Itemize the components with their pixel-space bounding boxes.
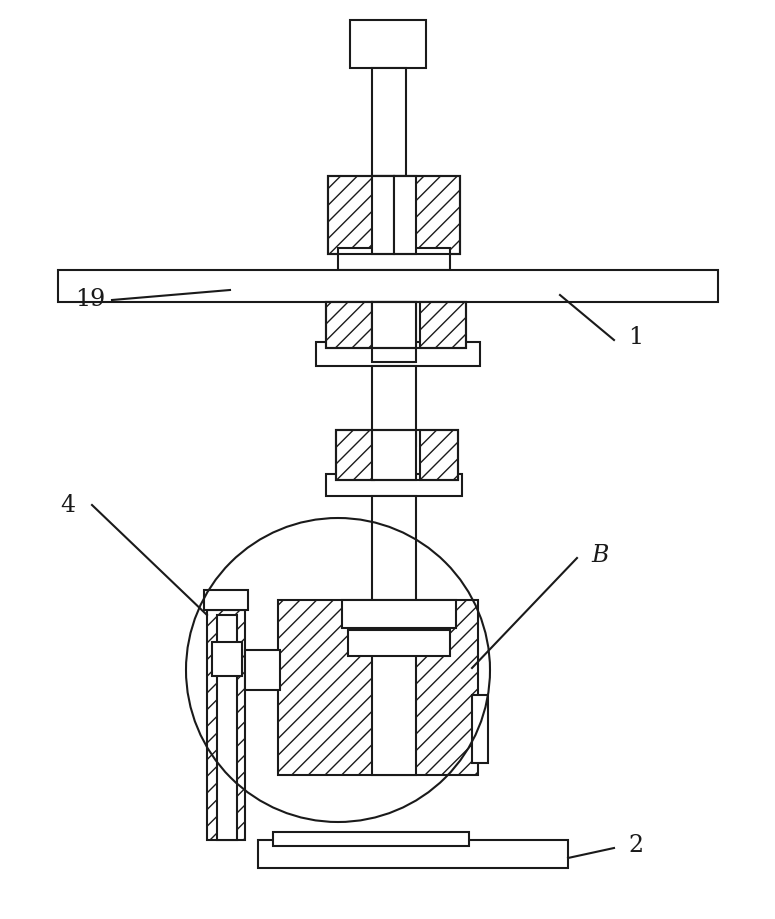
Bar: [472, 695, 488, 763]
Bar: [350, 20, 426, 68]
Bar: [336, 430, 374, 480]
Bar: [58, 270, 718, 302]
Bar: [258, 840, 568, 868]
Bar: [372, 366, 416, 446]
Bar: [420, 430, 458, 480]
Bar: [342, 600, 456, 628]
Bar: [212, 642, 242, 676]
Bar: [372, 68, 406, 176]
Bar: [394, 176, 460, 254]
Bar: [328, 176, 460, 254]
Bar: [326, 302, 372, 348]
Bar: [372, 302, 416, 362]
Bar: [420, 302, 466, 348]
Bar: [217, 615, 237, 840]
Text: B: B: [591, 543, 608, 566]
Bar: [372, 176, 394, 254]
Bar: [326, 474, 462, 496]
Bar: [394, 176, 416, 254]
Text: 4: 4: [60, 494, 76, 516]
Bar: [245, 650, 280, 690]
Bar: [328, 176, 394, 254]
Bar: [273, 832, 469, 846]
Text: 1: 1: [629, 326, 643, 349]
Bar: [372, 302, 416, 348]
Bar: [278, 600, 478, 775]
Text: 2: 2: [629, 834, 643, 857]
Bar: [316, 342, 480, 366]
Bar: [338, 248, 450, 270]
Bar: [207, 610, 245, 840]
Bar: [348, 630, 450, 656]
Bar: [204, 590, 248, 610]
Text: 19: 19: [75, 289, 105, 312]
Bar: [372, 600, 416, 775]
Bar: [372, 430, 416, 480]
Bar: [326, 302, 466, 348]
Bar: [336, 430, 458, 480]
Bar: [372, 496, 416, 606]
